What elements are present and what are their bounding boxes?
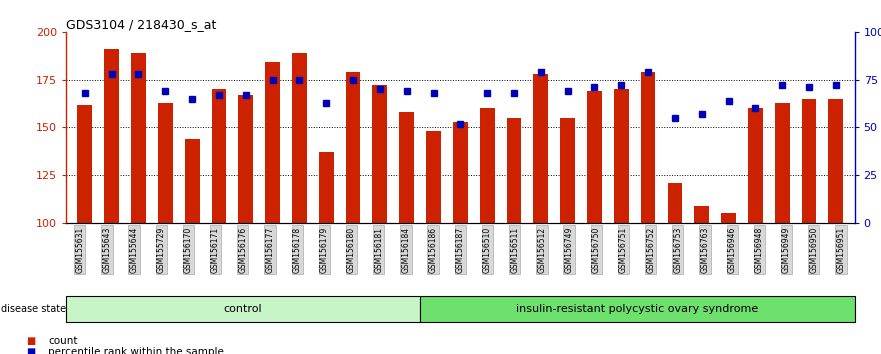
- Text: GSM156171: GSM156171: [211, 227, 220, 273]
- Text: GSM156752: GSM156752: [646, 227, 655, 273]
- Text: GSM156948: GSM156948: [755, 227, 764, 273]
- Text: GSM156177: GSM156177: [265, 227, 275, 273]
- Bar: [694, 206, 709, 223]
- Text: GDS3104 / 218430_s_at: GDS3104 / 218430_s_at: [66, 18, 217, 31]
- Text: GSM156184: GSM156184: [402, 227, 411, 273]
- Bar: [640, 72, 655, 223]
- Text: GSM156180: GSM156180: [347, 227, 356, 273]
- Bar: [507, 118, 522, 223]
- Bar: [373, 85, 388, 223]
- Text: GSM156749: GSM156749: [565, 227, 574, 273]
- Text: GSM156946: GSM156946: [728, 227, 737, 273]
- Bar: [453, 122, 468, 223]
- Bar: [131, 53, 146, 223]
- Text: GSM156510: GSM156510: [483, 227, 492, 273]
- Bar: [722, 213, 736, 223]
- Bar: [345, 72, 360, 223]
- Bar: [774, 103, 789, 223]
- Bar: [480, 108, 494, 223]
- Text: GSM156512: GSM156512: [537, 227, 546, 273]
- Text: GSM155631: GSM155631: [75, 227, 85, 273]
- Bar: [185, 139, 199, 223]
- Text: GSM156187: GSM156187: [455, 227, 465, 273]
- Bar: [292, 53, 307, 223]
- Text: disease state ▶: disease state ▶: [1, 304, 77, 314]
- Bar: [828, 99, 843, 223]
- Bar: [319, 152, 334, 223]
- Text: GSM156951: GSM156951: [836, 227, 846, 273]
- Bar: [78, 104, 93, 223]
- Text: ■: ■: [26, 336, 35, 346]
- Bar: [426, 131, 440, 223]
- Text: GSM156511: GSM156511: [510, 227, 519, 273]
- Text: ■: ■: [26, 347, 35, 354]
- Text: GSM156753: GSM156753: [673, 227, 683, 273]
- Bar: [399, 112, 414, 223]
- Text: count: count: [48, 336, 78, 346]
- Text: insulin-resistant polycystic ovary syndrome: insulin-resistant polycystic ovary syndr…: [516, 304, 759, 314]
- Text: GSM156170: GSM156170: [184, 227, 193, 273]
- Text: control: control: [224, 304, 263, 314]
- Text: GSM156178: GSM156178: [292, 227, 301, 273]
- Bar: [802, 99, 817, 223]
- Text: GSM156176: GSM156176: [238, 227, 248, 273]
- Text: GSM156763: GSM156763: [700, 227, 709, 273]
- Text: percentile rank within the sample: percentile rank within the sample: [48, 347, 225, 354]
- Bar: [587, 91, 602, 223]
- Bar: [668, 183, 682, 223]
- Bar: [265, 62, 280, 223]
- Text: GSM156186: GSM156186: [429, 227, 438, 273]
- Text: GSM155643: GSM155643: [102, 227, 111, 273]
- Text: GSM156751: GSM156751: [619, 227, 628, 273]
- Text: GSM156949: GSM156949: [782, 227, 791, 273]
- Text: GSM156750: GSM156750: [592, 227, 601, 273]
- Text: GSM156181: GSM156181: [374, 227, 383, 273]
- Bar: [211, 89, 226, 223]
- Bar: [748, 108, 763, 223]
- Text: GSM156179: GSM156179: [320, 227, 329, 273]
- Bar: [533, 74, 548, 223]
- Bar: [104, 49, 119, 223]
- Bar: [614, 89, 629, 223]
- Text: GSM155644: GSM155644: [130, 227, 138, 273]
- Bar: [560, 118, 575, 223]
- Bar: [239, 95, 253, 223]
- Text: GSM156950: GSM156950: [810, 227, 818, 273]
- Text: GSM155729: GSM155729: [157, 227, 166, 273]
- Bar: [158, 103, 173, 223]
